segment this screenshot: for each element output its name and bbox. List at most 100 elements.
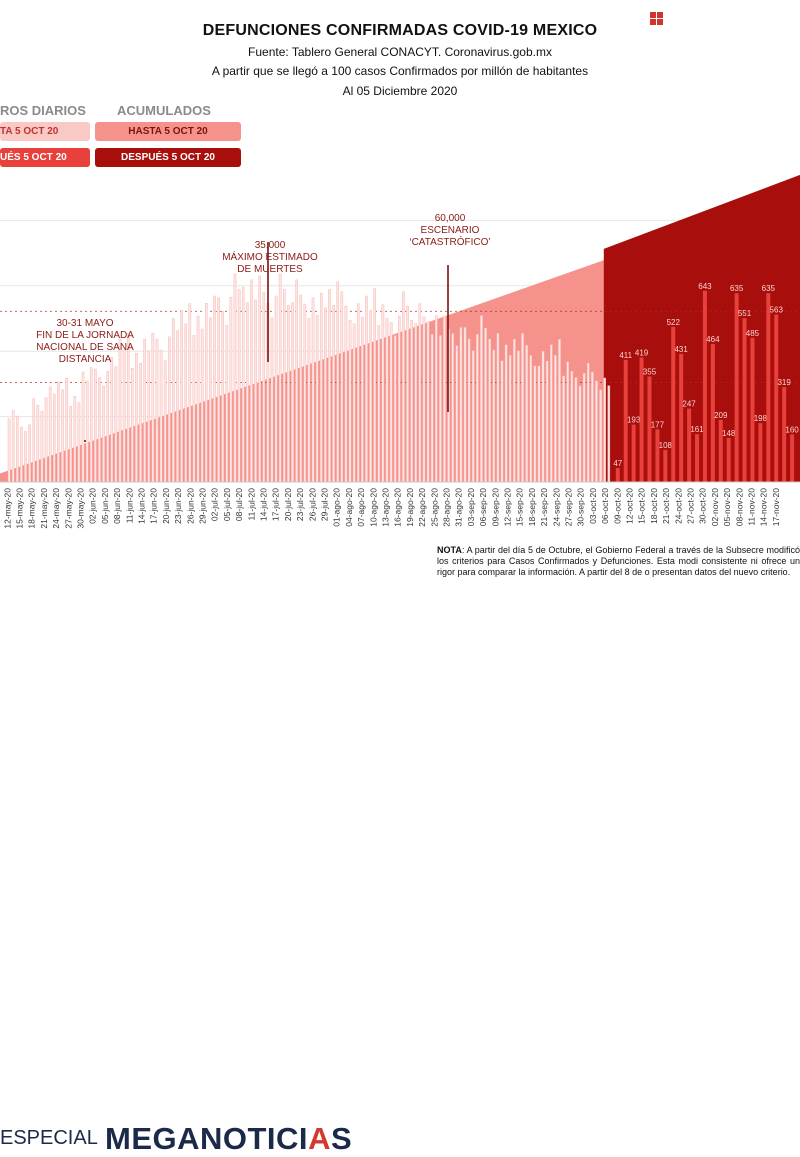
- legend-cum-after: DESPUÉS 5 OCT 20: [95, 148, 241, 167]
- bar-daily-before: [209, 317, 212, 483]
- bar-daily-before: [434, 315, 438, 483]
- bar-daily-before: [451, 333, 455, 483]
- bar-daily-before: [114, 366, 118, 483]
- bar-daily-after: [782, 387, 787, 482]
- legend-cum-before: HASTA 5 OCT 20: [95, 122, 241, 141]
- bar-daily-before: [192, 335, 196, 483]
- bar-daily-before: [172, 318, 175, 483]
- x-tick-label: 31-ago-20: [454, 488, 464, 527]
- x-tick-label: 08-jun-20: [112, 488, 122, 524]
- bar-value-label: 635: [730, 284, 744, 293]
- bar-daily-before: [106, 370, 109, 483]
- bar-daily-before: [344, 305, 348, 483]
- bar-daily-after: [766, 293, 771, 482]
- bar-daily-before: [7, 418, 11, 483]
- x-tick-label: 02-jun-20: [88, 488, 98, 524]
- bar-daily-before: [484, 327, 487, 483]
- bar-daily-before: [11, 410, 15, 483]
- x-tick-label: 06-sep-20: [478, 488, 488, 527]
- bar-daily-before: [131, 368, 134, 483]
- x-tick-label: 24-sep-20: [551, 488, 561, 527]
- bar-daily-before: [159, 349, 163, 483]
- x-tick-label: 20-jun-20: [161, 488, 171, 524]
- bar-daily-before: [402, 291, 405, 483]
- bar-daily-before: [480, 315, 483, 483]
- bar-daily-after: [671, 326, 676, 482]
- bar-daily-before: [324, 307, 327, 483]
- brand-part: S: [330, 1121, 353, 1156]
- x-tick-label: 01-ago-20: [332, 488, 342, 527]
- bar-daily-before: [599, 389, 602, 483]
- bar-daily-before: [418, 303, 422, 483]
- brand-part: MEGANOTICI: [105, 1121, 309, 1156]
- bar-daily-before: [426, 321, 430, 483]
- legend-cumulative-heading: ACUMULADOS: [117, 103, 211, 118]
- bar-daily-before: [180, 310, 183, 483]
- bar-value-label: 209: [714, 411, 728, 420]
- bar-daily-before: [476, 334, 479, 483]
- bar-daily-before: [607, 385, 611, 483]
- bar-value-label: 247: [682, 400, 696, 409]
- bar-daily-before: [439, 335, 442, 483]
- x-tick-label: 03-sep-20: [466, 488, 476, 527]
- bar-daily-before: [303, 304, 307, 483]
- x-tick-label: 02-jul-20: [210, 488, 220, 521]
- annotation-line: 35,000: [254, 240, 286, 251]
- bar-value-label: 411: [619, 351, 632, 360]
- bar-daily-before: [500, 360, 504, 483]
- annotation-sana-distancia: 30-31 MAYO FIN DE LA JORNADA NACIONAL DE…: [20, 318, 150, 366]
- bar-daily-before: [299, 294, 303, 483]
- bar-daily-before: [377, 325, 381, 483]
- bar-daily-before: [406, 305, 409, 483]
- bar-daily-before: [533, 365, 537, 483]
- x-tick-label: 05-jun-20: [100, 488, 110, 524]
- x-tick-label: 14-jul-20: [258, 488, 268, 521]
- x-tick-label: 14-jun-20: [136, 488, 146, 524]
- bar-daily-before: [246, 302, 249, 483]
- x-tick-label: 24-oct-20: [673, 488, 683, 524]
- bar-daily-after: [679, 353, 684, 482]
- chart-date: Al 05 Diciembre 2020: [342, 84, 458, 98]
- annotation-line: 60,000: [434, 213, 466, 224]
- bar-daily-before: [443, 315, 446, 483]
- x-tick-label: 26-jul-20: [307, 488, 317, 521]
- bar-daily-before: [496, 333, 500, 483]
- bar-daily-before: [332, 304, 335, 483]
- bar-daily-before: [32, 398, 36, 483]
- annotation-line: ‘CATASTRÓFICO’: [409, 237, 491, 248]
- bar-daily-before: [545, 360, 549, 483]
- x-tick-label: 20-jul-20: [283, 488, 293, 521]
- bar-daily-before: [44, 397, 48, 483]
- bar-daily-before: [57, 381, 60, 483]
- bar-daily-after: [663, 449, 668, 482]
- bar-daily-before: [204, 303, 208, 483]
- note-text: : A partir del día 5 de Octubre, el Gobi…: [437, 545, 800, 577]
- bar-daily-before: [414, 323, 418, 483]
- brand-meganoticias: MEGANOTICIAS: [105, 1121, 352, 1157]
- brand-especial: ESPECIAL: [0, 1127, 98, 1149]
- bar-daily-before: [410, 320, 413, 483]
- bar-daily-before: [122, 349, 126, 483]
- bar-daily-before: [517, 350, 520, 483]
- bar-daily-before: [537, 365, 541, 483]
- bar-value-label: 635: [762, 284, 776, 293]
- bar-daily-before: [188, 303, 192, 483]
- x-tick-label: 02-nov-20: [710, 488, 720, 527]
- x-tick-label: 07-ago-20: [356, 488, 366, 527]
- brand-logo: ESPECIAL MEGANOTICIAS: [0, 555, 420, 1156]
- bar-daily-after: [655, 429, 660, 482]
- bar-daily-before: [274, 295, 278, 483]
- menu-grid-icon[interactable]: [650, 12, 663, 25]
- x-tick-label: 05-nov-20: [722, 488, 732, 527]
- bar-daily-after: [710, 344, 715, 482]
- bar-daily-before: [508, 355, 512, 483]
- bar-daily-before: [254, 299, 257, 483]
- x-tick-label: 27-oct-20: [685, 488, 695, 524]
- bar-daily-before: [258, 275, 261, 483]
- bar-daily-before: [241, 287, 245, 483]
- bar-daily-before: [221, 311, 224, 483]
- bar-daily-before: [574, 377, 578, 483]
- bar-daily-before: [529, 355, 533, 483]
- bar-daily-before: [398, 315, 401, 483]
- bar-daily-after: [702, 290, 707, 482]
